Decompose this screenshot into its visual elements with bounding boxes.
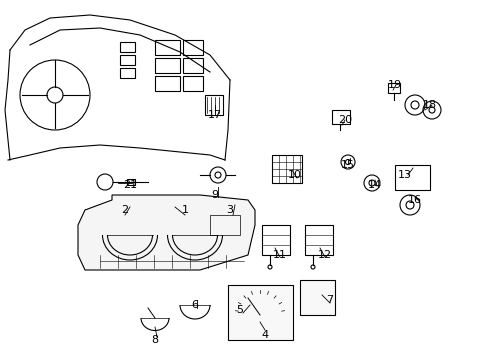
Text: 20: 20 [337, 115, 351, 125]
Text: 4: 4 [261, 330, 268, 340]
Text: 12: 12 [317, 250, 331, 260]
Text: 21: 21 [122, 180, 137, 190]
Bar [209, 215, 240, 235]
Bar [305, 225, 332, 255]
Bar [394, 165, 429, 190]
Text: 3: 3 [226, 205, 233, 215]
Bar [155, 58, 180, 73]
Text: 15: 15 [340, 160, 354, 170]
Bar [299, 280, 334, 315]
Text: 14: 14 [367, 180, 381, 190]
Bar [387, 83, 399, 93]
Polygon shape [78, 195, 254, 270]
Bar [227, 285, 292, 340]
Text: 2: 2 [121, 205, 128, 215]
Bar [155, 40, 180, 55]
Bar [155, 76, 180, 91]
Text: 16: 16 [407, 195, 421, 205]
Text: 9: 9 [211, 190, 218, 200]
Text: 7: 7 [326, 295, 333, 305]
Text: 17: 17 [207, 110, 222, 120]
Bar [120, 68, 135, 78]
Bar [204, 95, 223, 115]
Text: 8: 8 [151, 335, 158, 345]
Bar [120, 42, 135, 52]
Text: 18: 18 [422, 100, 436, 110]
Bar [331, 110, 349, 124]
Bar [183, 40, 203, 55]
Bar [120, 55, 135, 65]
Text: 11: 11 [272, 250, 286, 260]
Bar [262, 225, 289, 255]
Text: 6: 6 [191, 300, 198, 310]
Text: 1: 1 [181, 205, 188, 215]
Text: 13: 13 [397, 170, 411, 180]
Text: 10: 10 [287, 170, 302, 180]
Text: 19: 19 [387, 80, 401, 90]
Bar [183, 76, 203, 91]
Text: 5: 5 [236, 305, 243, 315]
Bar [183, 58, 203, 73]
Bar [271, 155, 302, 183]
Bar [127, 179, 135, 185]
